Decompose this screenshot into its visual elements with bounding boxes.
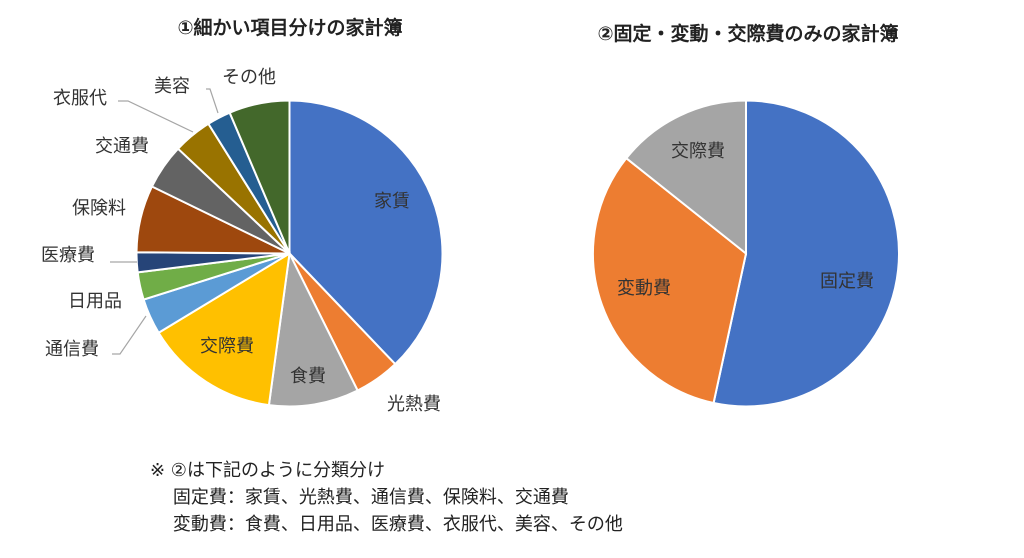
label-social-2: 交際費 [671,141,725,162]
label-telecom: 通信費 [45,339,99,360]
pie2-slice-2 [624,99,747,256]
pie1-slice-3 [157,251,291,407]
pie2-slice-1 [592,156,748,405]
chart2-title: ②固定・変動・交際費のみの家計簿 [597,22,898,45]
note-heading: ※ ②は下記のように分類分け [150,460,385,481]
pie-chart-1 [135,99,444,408]
label-insurance: 保険料 [72,198,126,219]
label-utilities: 光熱費 [387,394,441,415]
pie-chart-2 [592,99,900,408]
pie1-slice-0 [288,99,444,366]
label-fixed: 固定費 [820,271,874,292]
leader-lines [110,88,219,355]
leader-line-beauty [206,88,219,114]
label-rent: 家賃 [374,191,410,212]
pie1-slice-2 [267,250,359,408]
label-food: 食費 [290,366,326,387]
chart1-title: ①細かい項目分けの家計簿 [177,16,402,39]
label-beauty: 美容 [154,76,190,97]
label-medical: 医療費 [41,245,95,266]
note-variable: 変動費：食費、日用品、医療費、衣服代、美容、その他 [150,514,623,535]
label-clothing: 衣服代 [53,88,107,109]
leader-line-clothing [118,100,194,133]
note-fixed: 固定費：家賃、光熱費、通信費、保険料、交通費 [150,487,569,508]
pie1-slice-11 [228,99,291,254]
label-other: その他 [222,67,276,88]
leader-line-telecom [112,315,147,355]
label-daily-goods: 日用品 [68,291,122,312]
pie2-slice-0 [712,99,900,408]
label-transport: 交通費 [95,136,149,157]
label-variable: 変動費 [617,278,671,299]
label-social: 交際費 [200,336,254,357]
classification-note: ※ ②は下記のように分類分け 固定費：家賃、光熱費、通信費、保険料、交通費 変動… [150,457,623,538]
